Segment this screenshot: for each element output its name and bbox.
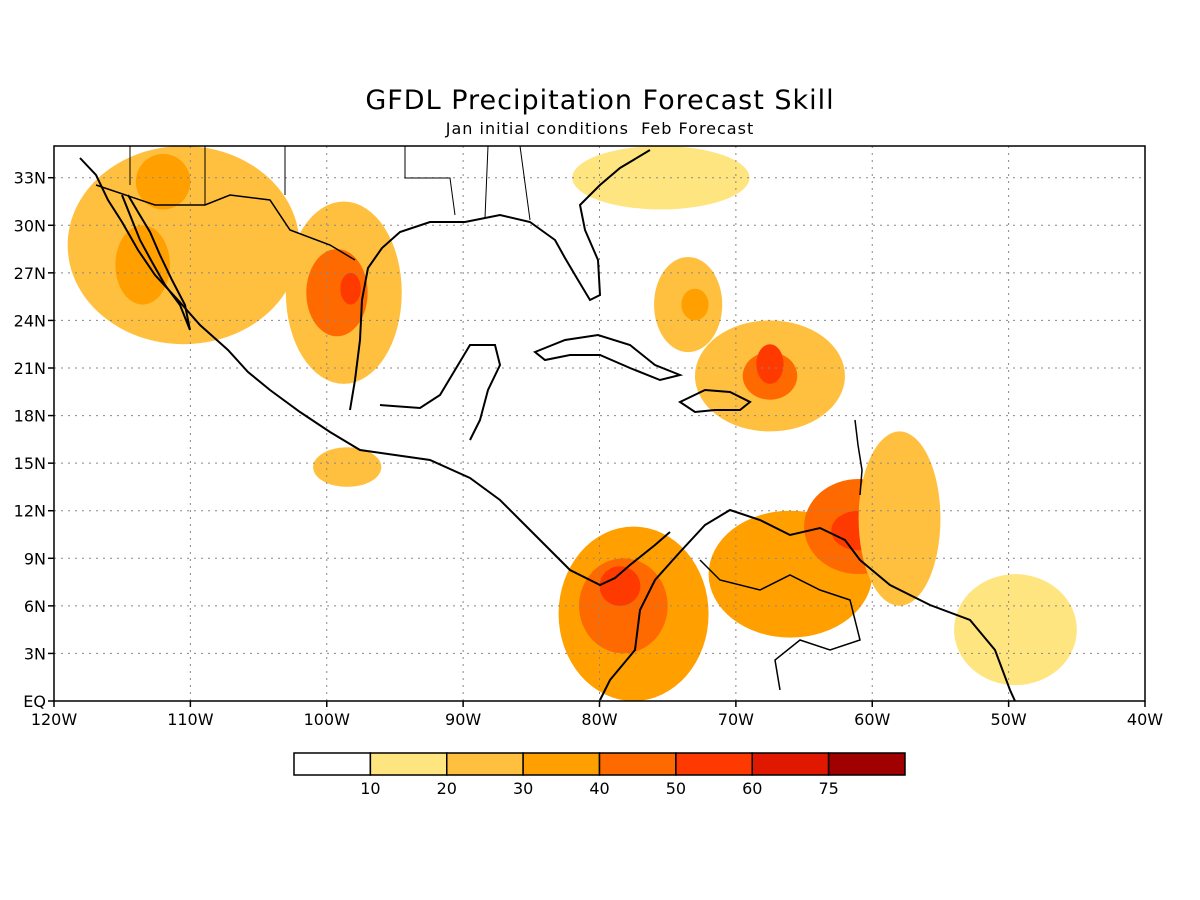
colorbar-label: 30 — [513, 779, 533, 798]
coastline-south-america — [599, 508, 1016, 701]
axis-ticks: 120W 110W 100W 90W 80W 70W 60W 50W 40W EQ 3N 6N 9N 12… — [14, 169, 1164, 729]
coastlines — [79, 146, 1016, 701]
skill-region-guianas — [954, 574, 1077, 686]
coastline-antilles — [854, 419, 863, 496]
colorbar-label: 60 — [742, 779, 762, 798]
skill-region-texas-core — [306, 249, 368, 337]
y-tick-label: 18N — [14, 407, 46, 426]
skill-region-lesser-antilles — [858, 431, 941, 606]
map-title: GFDL Precipitation Forecast Skill — [365, 85, 835, 116]
colorbar: 10 20 30 40 50 60 75 — [293, 752, 906, 798]
colorbar-swatch — [751, 752, 830, 776]
colorbar-swatch — [827, 752, 906, 776]
skill-region-panama-peak — [599, 566, 641, 606]
y-tick-label: 33N — [14, 169, 46, 188]
y-tick-label: 27N — [14, 264, 46, 283]
coastline-venezuela-inland — [699, 559, 861, 691]
x-tick-label: 120W — [31, 710, 78, 729]
x-tick-label: 60W — [854, 710, 890, 729]
coastline-gulf — [349, 149, 651, 411]
x-tick-label: 40W — [1127, 710, 1163, 729]
skill-region-hispaniola-peak — [756, 344, 784, 384]
colorbar-swatch — [369, 752, 448, 776]
y-tick-label: 24N — [14, 311, 46, 330]
colorbar-label: 20 — [437, 779, 457, 798]
y-tick-label: 12N — [14, 502, 46, 521]
grid-lines — [54, 146, 1145, 701]
y-tick-label: 9N — [24, 549, 46, 568]
colorbar-label: 10 — [360, 779, 380, 798]
coastline-yucatan — [379, 344, 502, 441]
skill-region-eastern-pacific — [313, 447, 382, 487]
x-tick-label: 80W — [581, 710, 617, 729]
y-tick-label: 15N — [14, 454, 46, 473]
skill-region-southeast-us — [572, 146, 750, 210]
coastline-hispaniola — [677, 388, 752, 414]
coastline-mexico-central-america — [79, 157, 671, 587]
skill-region-nw-core — [135, 153, 191, 210]
y-tick-label: EQ — [23, 692, 46, 711]
border-us-states — [129, 146, 531, 221]
x-tick-label: 50W — [991, 710, 1027, 729]
skill-region-bahamas-core — [681, 288, 709, 321]
colorbar-swatch — [446, 752, 524, 776]
x-tick-label: 110W — [167, 710, 214, 729]
y-tick-label: 21N — [14, 359, 46, 378]
y-tick-label: 30N — [14, 216, 46, 235]
colorbar-label: 50 — [666, 779, 686, 798]
coastline-cuba — [533, 333, 684, 382]
colorbar-swatch — [522, 752, 601, 776]
colorbar-swatch — [675, 752, 753, 776]
colorbar-label: 75 — [818, 779, 838, 798]
x-tick-label: 90W — [445, 710, 481, 729]
y-tick-label: 6N — [24, 597, 46, 616]
coastline-baja — [121, 194, 191, 331]
x-tick-label: 70W — [718, 710, 754, 729]
map-subtitle: Jan initial conditions Feb Forecast — [445, 119, 755, 138]
colorbar-swatch — [293, 752, 372, 776]
y-tick-label: 3N — [24, 644, 46, 663]
colorbar-label: 40 — [589, 779, 609, 798]
x-tick-label: 100W — [304, 710, 351, 729]
border-us-mexico — [95, 184, 356, 261]
colorbar-swatch — [598, 752, 677, 776]
skill-region-gulf-of-california — [115, 225, 170, 305]
skill-region-texas-peak — [340, 272, 361, 305]
